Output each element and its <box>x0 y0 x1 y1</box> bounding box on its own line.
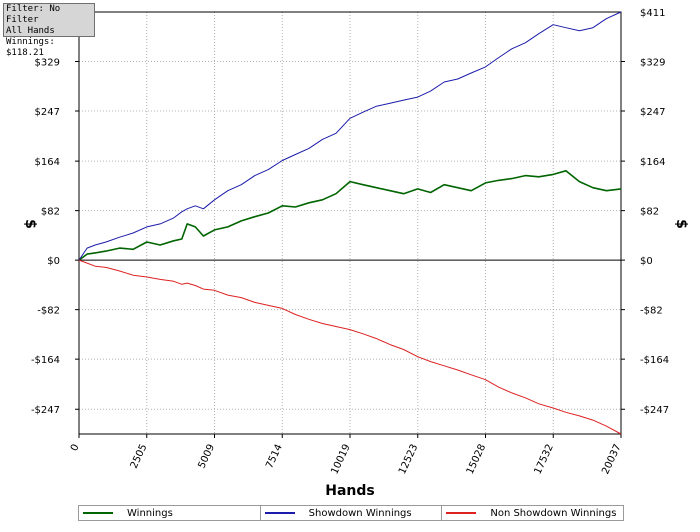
x-tick-label: 12523 <box>397 443 420 476</box>
y-tick-label-left: -$82 <box>37 306 60 317</box>
legend-item-non-showdown: Non Showdown Winnings <box>441 506 623 520</box>
x-tick-label: 7514 <box>264 443 285 471</box>
gridlines <box>79 12 621 434</box>
y-tick-label-left: -$247 <box>31 405 60 416</box>
legend-item-winnings: Winnings <box>79 506 260 520</box>
x-tick-label: 15028 <box>465 443 488 476</box>
y-tick-label-left: $164 <box>35 157 60 168</box>
legend-label-showdown: Showdown Winnings <box>308 507 412 519</box>
x-axis-title: Hands <box>325 483 375 499</box>
y-tick-label-left: $82 <box>41 207 60 218</box>
x-tick-label: 17532 <box>533 443 556 476</box>
series-line-non-showdown-winnings <box>78 259 622 435</box>
y-tick-label-left: $0 <box>47 256 60 267</box>
series-layer <box>78 11 622 435</box>
y-axis-right-title: $ <box>673 219 689 229</box>
legend-label-winnings: Winnings <box>127 507 173 519</box>
filter-text: Filter: No Filter <box>6 4 61 25</box>
y-tick-label-right: -$82 <box>640 306 663 317</box>
hands-text: All Hands <box>6 26 55 36</box>
y-tick-label-right: $82 <box>640 207 659 218</box>
x-tick-label: 5009 <box>196 443 217 471</box>
y-tick-label-right: $164 <box>640 157 665 168</box>
y-tick-label-right: $0 <box>640 256 653 267</box>
legend-label-non-showdown: Non Showdown Winnings <box>490 507 617 519</box>
legend-swatch-showdown <box>264 512 295 514</box>
y-tick-label-top-right: $411 <box>640 8 665 19</box>
legend-item-showdown: Showdown Winnings <box>259 506 442 520</box>
filter-info-box: Filter: No Filter All Hands Winnings: $1… <box>3 3 95 58</box>
y-tick-label-right: -$247 <box>640 405 669 416</box>
series-line-showdown-winnings <box>78 11 622 261</box>
legend-swatch-non-showdown <box>446 512 477 514</box>
y-tick-label-left: $329 <box>35 58 60 69</box>
winnings-text: Winnings: $118.21 <box>6 37 55 58</box>
y-axis-left-ticks: $329 $247 $164 $82 $0 -$82 -$164 -$247 <box>31 58 79 416</box>
y-axis-right-ticks: $329 $247 $164 $82 $0 -$82 -$164 -$247 $411 <box>621 8 669 416</box>
y-tick-label-right: -$164 <box>640 355 669 366</box>
x-tick-label: 10019 <box>329 443 352 476</box>
x-tick-label: 2505 <box>129 443 150 471</box>
legend-swatch-winnings <box>83 512 113 514</box>
x-axis-ticks: 0 2505 5009 7514 10019 12523 15028 17532 20037 <box>69 434 624 476</box>
series-line-winnings <box>78 170 622 261</box>
y-axis-left-title: $ <box>22 219 38 229</box>
chart-legend: Winnings Showdown Winnings Non Showdown … <box>78 505 624 521</box>
y-tick-label-right: $247 <box>640 107 665 118</box>
y-tick-label-left: $247 <box>35 107 60 118</box>
y-tick-label-left: -$164 <box>31 355 60 366</box>
x-tick-label: 20037 <box>600 443 623 476</box>
y-tick-label-right: $329 <box>640 58 665 69</box>
x-tick-label: 0 <box>69 443 82 453</box>
